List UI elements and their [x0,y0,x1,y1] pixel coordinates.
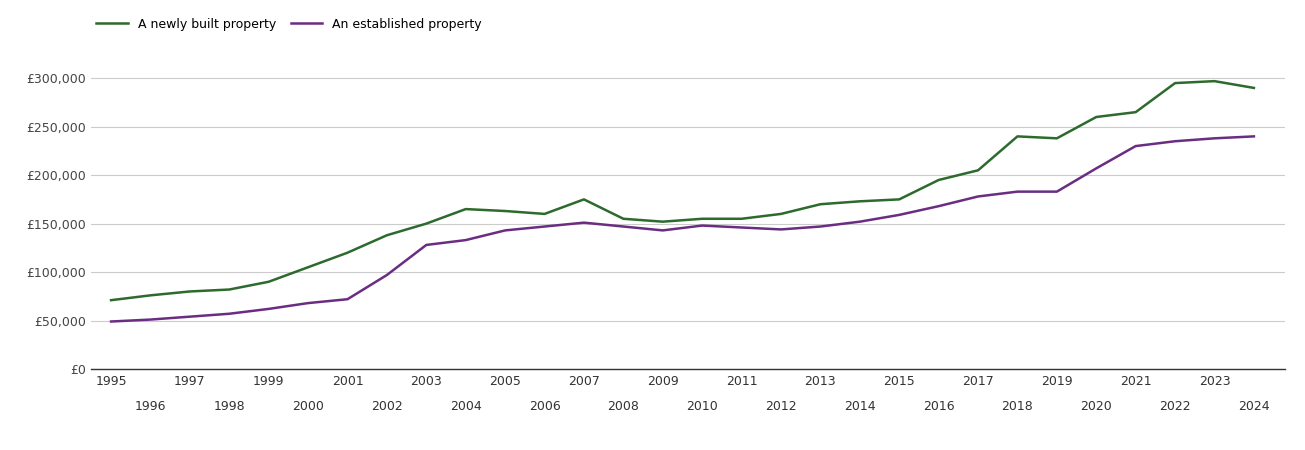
An established property [616,224,632,229]
A newly built property [733,216,749,221]
Text: 2002: 2002 [371,400,403,413]
An established property [1049,189,1065,194]
An established property [655,228,671,233]
A newly built property [1088,114,1104,120]
A newly built property [1128,109,1143,115]
A newly built property [181,289,197,294]
Text: 2000: 2000 [292,400,324,413]
A newly built property [813,202,829,207]
A newly built property [419,221,435,226]
An established property [891,212,907,218]
A newly built property [1167,81,1182,86]
Text: 2006: 2006 [529,400,560,413]
An established property [773,227,788,232]
A newly built property [616,216,632,221]
An established property [970,194,985,199]
A newly built property [378,233,394,238]
A newly built property [339,250,355,256]
A newly built property [142,292,158,298]
A newly built property [300,265,316,270]
A newly built property [1207,78,1223,84]
An established property [181,314,197,319]
Text: 2024: 2024 [1238,400,1270,413]
Text: 2014: 2014 [844,400,876,413]
A newly built property [497,208,513,214]
A newly built property [103,297,119,303]
An established property [733,225,749,230]
A newly built property [852,198,868,204]
A newly built property [576,197,591,202]
Text: 2020: 2020 [1081,400,1112,413]
An established property [419,242,435,248]
Text: 2008: 2008 [607,400,639,413]
A newly built property [773,211,788,216]
Text: 2016: 2016 [923,400,954,413]
An established property [458,238,474,243]
Text: 2022: 2022 [1159,400,1191,413]
A newly built property [1049,135,1065,141]
Text: 2010: 2010 [686,400,718,413]
An established property [694,223,710,228]
A newly built property [694,216,710,221]
Line: An established property: An established property [111,136,1254,321]
Text: 2012: 2012 [765,400,797,413]
Text: 2004: 2004 [450,400,482,413]
An established property [222,311,238,316]
Legend: A newly built property, An established property: A newly built property, An established p… [91,13,487,36]
A newly built property [1010,134,1026,139]
A newly built property [1246,85,1262,90]
Text: 1998: 1998 [214,400,245,413]
A newly built property [536,211,552,216]
An established property [536,224,552,229]
A newly built property [458,207,474,212]
An established property [142,317,158,322]
A newly built property [261,279,277,284]
A newly built property [970,167,985,173]
Text: 1996: 1996 [134,400,166,413]
An established property [1010,189,1026,194]
An established property [378,272,394,278]
A newly built property [930,177,946,183]
Line: A newly built property: A newly built property [111,81,1254,300]
An established property [1167,139,1182,144]
An established property [1207,135,1223,141]
An established property [1246,134,1262,139]
A newly built property [891,197,907,202]
An established property [813,224,829,229]
An established property [1128,144,1143,149]
An established property [852,219,868,225]
An established property [497,228,513,233]
A newly built property [655,219,671,225]
An established property [261,306,277,311]
An established property [300,301,316,306]
An established property [576,220,591,225]
An established property [339,297,355,302]
An established property [103,319,119,324]
Text: 2018: 2018 [1001,400,1034,413]
A newly built property [222,287,238,292]
An established property [1088,166,1104,171]
An established property [930,203,946,209]
